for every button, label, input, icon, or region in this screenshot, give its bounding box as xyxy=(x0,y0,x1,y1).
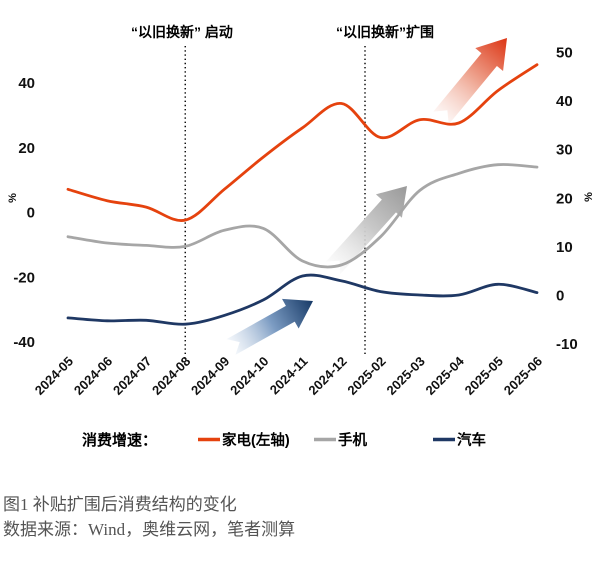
left-axis-tick: 40 xyxy=(18,75,35,92)
x-axis-label: 2024-05 xyxy=(32,354,76,398)
right-axis-unit: % xyxy=(583,192,595,202)
right-axis-tick: 10 xyxy=(556,239,573,256)
series-line-汽车 xyxy=(66,273,539,326)
legend-label-家电(左轴): 家电(左轴) xyxy=(222,431,290,449)
figure-source: 数据来源：Wind，奥维云网，笔者测算 xyxy=(3,520,296,539)
legend-title: 消费增速： xyxy=(82,431,157,449)
right-axis-tick: 30 xyxy=(556,142,573,159)
event-lines xyxy=(184,46,366,356)
x-axis-label: 2025-05 xyxy=(462,354,506,398)
right-axis-tick: 0 xyxy=(556,288,564,305)
left-axis-tick: 20 xyxy=(18,140,35,157)
x-axis-label: 2024-06 xyxy=(71,354,115,398)
x-axis-label: 2024-09 xyxy=(188,354,232,398)
x-axis-label: 2024-10 xyxy=(227,354,271,398)
annotations: “以旧换新” 启动 “以旧换新”扩围 xyxy=(131,24,434,40)
trend-arrows xyxy=(226,37,507,355)
figure-caption: 图1 补贴扩围后消费结构的变化 xyxy=(3,495,237,514)
x-axis-label: 2024-11 xyxy=(267,354,311,398)
left-axis-unit: % xyxy=(7,193,19,203)
right-axis-tick: 50 xyxy=(556,44,573,61)
series-line-手机 xyxy=(66,163,539,269)
left-axis-tick: -40 xyxy=(13,334,35,351)
red-trend-arrow xyxy=(433,37,507,125)
right-axis-tick: 40 xyxy=(556,93,573,110)
x-axis-label: 2025-06 xyxy=(501,354,545,398)
blue-trend-arrow xyxy=(226,298,314,355)
x-axis-label: 2024-08 xyxy=(149,354,193,398)
series-lines xyxy=(66,63,539,326)
legend-label-汽车: 汽车 xyxy=(457,431,486,449)
legend-label-手机: 手机 xyxy=(338,431,367,449)
right-axis-tick: 20 xyxy=(556,190,573,207)
gray-trend-arrow xyxy=(325,185,407,275)
x-axis-label: 2025-02 xyxy=(344,354,388,398)
event-annotation-1: “以旧换新”扩围 xyxy=(336,24,434,40)
x-axis-label: 2024-12 xyxy=(305,354,349,398)
event-annotation-0: “以旧换新” 启动 xyxy=(131,24,233,40)
legend: 消费增速： 家电(左轴) 手机 汽车 xyxy=(82,431,486,449)
left-axis-tick: -20 xyxy=(13,269,35,286)
x-axis-label: 2025-03 xyxy=(383,354,427,398)
left-axis-tick: 0 xyxy=(27,205,35,222)
series-line-家电(左轴) xyxy=(66,63,539,222)
x-axis-label: 2024-07 xyxy=(110,354,154,398)
right-axis-tick: -10 xyxy=(556,336,578,353)
x-axis-label: 2025-04 xyxy=(423,353,468,398)
